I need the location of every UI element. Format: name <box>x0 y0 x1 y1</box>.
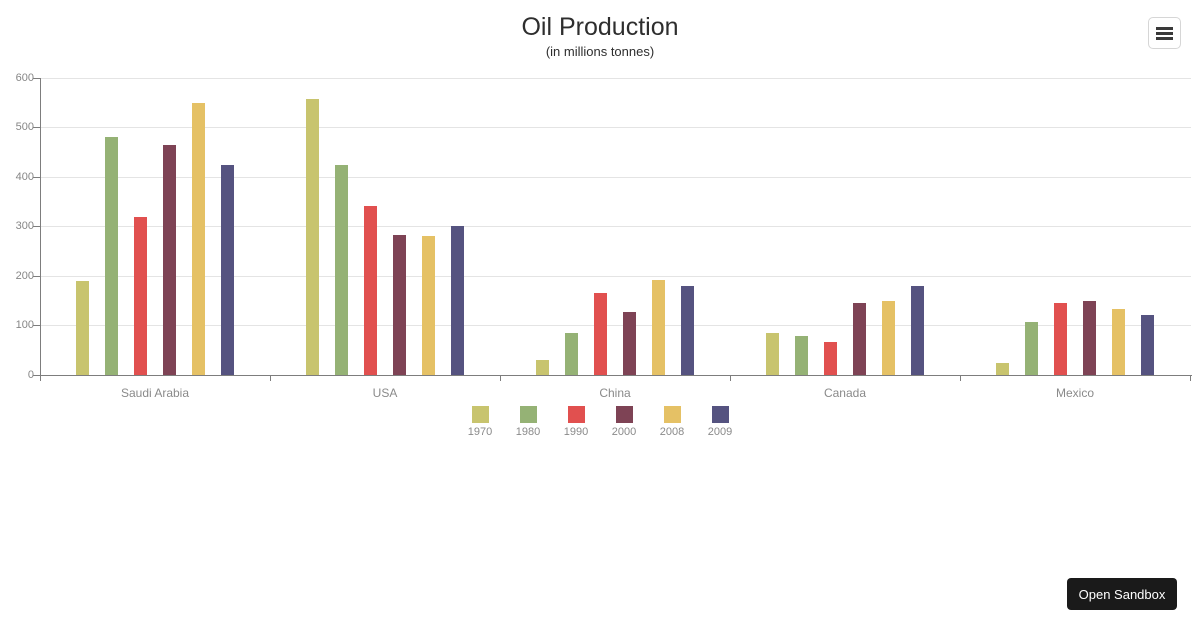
gridline <box>40 275 1191 277</box>
y-axis-label: 500 <box>15 121 34 133</box>
bar-canada-2000[interactable] <box>853 303 866 375</box>
gridline <box>40 127 1191 128</box>
y-axis-tick <box>33 325 40 326</box>
bar-china-2008[interactable] <box>652 280 665 375</box>
category-label: Mexico <box>1055 386 1094 400</box>
y-axis-label: 100 <box>15 319 34 331</box>
category-label: China <box>599 386 631 400</box>
legend-marker-icon <box>471 406 489 423</box>
bar-china-1970[interactable] <box>536 360 549 375</box>
y-axis-label: 300 <box>15 220 34 232</box>
y-axis-tick <box>33 77 40 79</box>
bar-china-1990[interactable] <box>594 293 607 375</box>
bar-usa-2000[interactable] <box>393 235 406 375</box>
chart-subtitle: (in millions tonnes) <box>545 44 655 59</box>
legend-marker-icon <box>567 406 585 423</box>
legend-label: 2008 <box>659 426 685 438</box>
legend: 1970 1980 1990 2000 2008 2009 <box>0 406 1200 438</box>
bar-usa-1970[interactable] <box>306 99 319 375</box>
bar-usa-2008[interactable] <box>422 236 435 375</box>
bar-canada-2008[interactable] <box>882 301 895 375</box>
bar-saudi-arabia-2009[interactable] <box>221 165 234 375</box>
x-axis-tick <box>959 376 961 381</box>
gridline <box>40 176 1191 178</box>
bar-china-2009[interactable] <box>681 286 694 375</box>
oil-production-chart: Oil Production (in millions tonnes) 0 100… <box>0 13 1200 438</box>
category-label: Saudi Arabia <box>120 386 190 400</box>
y-axis-line <box>40 78 41 375</box>
y-axis-tick <box>33 176 40 178</box>
bar-canada-2009[interactable] <box>911 286 924 375</box>
y-axis-tick <box>33 127 40 128</box>
bar-mexico-1990[interactable] <box>1054 303 1067 375</box>
legend-item-1980[interactable]: 1980 <box>504 406 552 438</box>
bar-mexico-2000[interactable] <box>1083 301 1096 375</box>
legend-label: 2000 <box>611 426 637 438</box>
bar-canada-1990[interactable] <box>824 342 837 375</box>
bar-saudi-arabia-2000[interactable] <box>163 145 176 375</box>
bar-mexico-2009[interactable] <box>1141 315 1154 375</box>
bar-usa-1990[interactable] <box>364 206 377 375</box>
category-label: USA <box>372 386 398 400</box>
bar-saudi-arabia-1990[interactable] <box>134 217 147 375</box>
gridline <box>40 226 1191 227</box>
legend-marker-icon <box>663 406 681 423</box>
bar-canada-1980[interactable] <box>795 336 808 375</box>
y-axis-label: 600 <box>15 71 34 84</box>
y-axis-tick <box>33 226 40 227</box>
x-axis-tick <box>269 376 271 381</box>
category-label: Canada <box>823 386 867 400</box>
bar-saudi-arabia-2008[interactable] <box>192 103 205 375</box>
plot-area: 0 100 200 300 400 500 600 Saudi Arabia USA China C… <box>15 71 1192 400</box>
legend-marker-icon <box>615 406 633 423</box>
chart-title: Oil Production <box>521 13 679 41</box>
bar-mexico-1980[interactable] <box>1025 322 1038 375</box>
chart-menu-button[interactable] <box>1148 17 1181 49</box>
bar-usa-1980[interactable] <box>335 165 348 375</box>
y-axis-label: 200 <box>15 269 34 282</box>
bar-china-1980[interactable] <box>565 333 578 375</box>
bar-china-2000[interactable] <box>623 312 636 375</box>
open-sandbox-button[interactable]: Open Sandbox <box>1067 578 1177 610</box>
x-axis-line <box>40 375 1192 376</box>
legend-item-2000[interactable]: 2000 <box>600 406 648 438</box>
legend-item-1990[interactable]: 1990 <box>552 406 600 438</box>
bar-saudi-arabia-1970[interactable] <box>76 281 89 375</box>
y-axis-label: 0 <box>27 368 34 381</box>
bar-mexico-2008[interactable] <box>1112 309 1125 375</box>
legend-item-2009[interactable]: 2009 <box>696 406 744 438</box>
legend-marker-icon <box>519 406 537 423</box>
bar-mexico-1970[interactable] <box>996 363 1009 375</box>
legend-label: 2009 <box>707 426 733 438</box>
x-axis-tick <box>39 376 41 381</box>
legend-marker-icon <box>711 406 729 423</box>
y-axis-tick <box>33 374 40 376</box>
gridline <box>40 77 1191 79</box>
y-axis-label: 400 <box>15 170 34 183</box>
bar-usa-2009[interactable] <box>451 226 464 375</box>
legend-label: 1970 <box>467 426 493 438</box>
gridline <box>40 325 1191 326</box>
x-axis-tick <box>1189 376 1191 381</box>
x-axis-tick <box>729 376 731 381</box>
legend-item-2008[interactable]: 2008 <box>648 406 696 438</box>
y-axis-tick <box>33 275 40 277</box>
legend-label: 1980 <box>515 426 541 438</box>
legend-label: 1990 <box>563 426 589 438</box>
bar-canada-1970[interactable] <box>766 333 779 375</box>
bar-saudi-arabia-1980[interactable] <box>105 137 118 375</box>
legend-item-1970[interactable]: 1970 <box>456 406 504 438</box>
x-axis-tick <box>499 376 501 381</box>
